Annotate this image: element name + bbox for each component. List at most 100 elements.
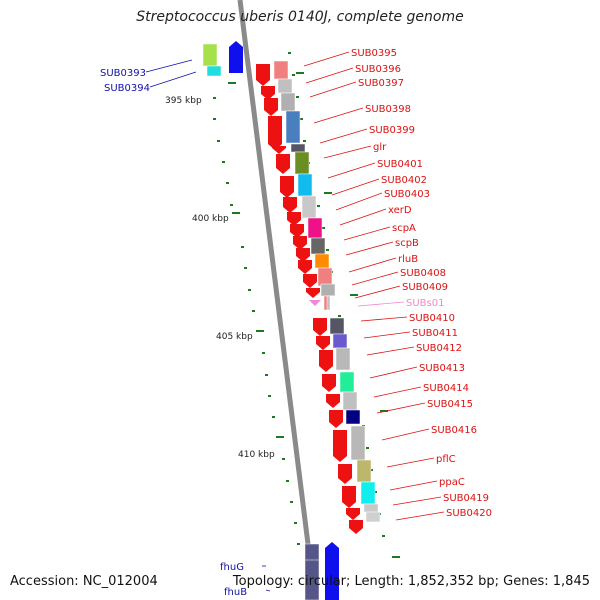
scale-dash-7 bbox=[380, 410, 388, 412]
gene-sub0396-cog-block bbox=[277, 78, 293, 94]
scale-dot-34 bbox=[366, 447, 369, 449]
gene-scpb-arrow bbox=[296, 248, 310, 262]
scale-dot-16 bbox=[290, 501, 293, 503]
gene-fhub-leader bbox=[265, 589, 271, 592]
gene-sub0394-arrow bbox=[229, 63, 243, 73]
scale-dot-21 bbox=[296, 96, 299, 98]
gene-sub0393-cog-block bbox=[202, 43, 218, 67]
scale-dot-14 bbox=[282, 458, 285, 460]
gene-sub0413-cog-block bbox=[339, 371, 355, 393]
gene-pflc-cog-block bbox=[356, 459, 372, 483]
gene-sub0398-leader bbox=[313, 107, 364, 124]
gene-sub0395-leader bbox=[303, 51, 350, 67]
gene-sub0415-label: SUB0415 bbox=[427, 399, 473, 410]
genome-backbone bbox=[237, 0, 318, 600]
gene-sub0397-cog-block bbox=[280, 92, 296, 112]
gene-sub0413-label: SUB0413 bbox=[419, 363, 465, 374]
gene-ppac-arrow bbox=[342, 486, 356, 508]
gene-sub0419-leader bbox=[392, 496, 442, 506]
scale-dot-5 bbox=[230, 204, 233, 206]
gene-fhub-arrow bbox=[325, 560, 339, 600]
scale-dot-20 bbox=[292, 74, 295, 76]
gene-rlub-cog-block bbox=[320, 283, 336, 297]
gene-sub0413-arrow bbox=[322, 374, 336, 392]
scale-dash-5 bbox=[324, 192, 332, 194]
scale-dot-1 bbox=[213, 118, 216, 120]
gene-subs01-arrow bbox=[309, 300, 321, 306]
gene-sub0393-leader bbox=[145, 59, 193, 73]
gene-sub0398-cog-block bbox=[285, 110, 301, 144]
gene-sub0394-leader bbox=[149, 71, 197, 88]
gene-sub0411-cog-block bbox=[332, 333, 348, 349]
gene-sub0395-arrow bbox=[256, 64, 270, 86]
map-title: Streptococcus uberis 0140J, complete gen… bbox=[136, 9, 464, 25]
scale-dash-0 bbox=[228, 82, 236, 84]
gene-sub0397-label: SUB0397 bbox=[358, 78, 404, 89]
scale-dot-15 bbox=[286, 480, 289, 482]
scale-dot-17 bbox=[294, 522, 297, 524]
scale-dash-4 bbox=[296, 72, 304, 74]
gene-pflc-label: pflC bbox=[436, 454, 456, 465]
scale-dash-6 bbox=[350, 294, 358, 296]
scale-label-0: 395 kbp bbox=[165, 96, 202, 106]
gene-ppac-label: ppaC bbox=[439, 477, 465, 488]
gene-fhub-cog-block bbox=[304, 559, 320, 600]
gene-sub0401-cog-block bbox=[297, 173, 313, 197]
gene-scpa-arrow bbox=[293, 236, 307, 250]
gene-rlub-arrow bbox=[298, 260, 312, 274]
scale-dot-8 bbox=[248, 289, 251, 291]
gene-sub0420-leader bbox=[395, 511, 445, 521]
gene-rlub-leader bbox=[348, 257, 397, 273]
scale-dot-29 bbox=[338, 315, 341, 317]
gene-sub0396-arrow bbox=[261, 86, 275, 100]
scale-dot-23 bbox=[303, 140, 306, 142]
scale-dot-6 bbox=[241, 246, 244, 248]
gene-subs01-leader bbox=[357, 301, 405, 307]
gene-sub0408-label: SUB0408 bbox=[400, 268, 446, 279]
gene-sub0393-label: SUB0393 bbox=[100, 68, 146, 79]
gene-sub0412-label: SUB0412 bbox=[416, 343, 462, 354]
gene-xerd-label: xerD bbox=[388, 205, 412, 216]
scale-dot-11 bbox=[265, 374, 268, 376]
scale-dot-3 bbox=[222, 161, 225, 163]
gene-pflc-leader bbox=[386, 457, 435, 468]
gene-sub0413-leader bbox=[369, 366, 418, 379]
gene-sub0394-cog-block bbox=[206, 65, 222, 77]
scale-dot-25 bbox=[317, 205, 320, 207]
gene-sub0420-label: SUB0420 bbox=[446, 508, 492, 519]
gene-sub0399-arrow bbox=[272, 146, 286, 154]
scale-dot-22 bbox=[300, 118, 303, 120]
gene-sub0411-label: SUB0411 bbox=[412, 328, 458, 339]
gene-sub0397-arrow bbox=[264, 98, 278, 116]
gene-glr-arrow bbox=[276, 154, 290, 174]
gene-sub0397-leader bbox=[309, 81, 357, 98]
gene-sub0415-leader bbox=[376, 402, 426, 414]
scale-dot-35 bbox=[370, 469, 373, 471]
gene-sub0403-cog-block bbox=[307, 217, 323, 239]
scale-dash-8 bbox=[392, 556, 400, 558]
scale-dot-18 bbox=[297, 543, 300, 545]
scale-dot-13 bbox=[272, 416, 275, 418]
gene-sub0408-arrow bbox=[303, 274, 317, 288]
gene-sub0402-cog-block bbox=[301, 195, 317, 219]
gene-pflc-arrow bbox=[338, 464, 352, 484]
gene-sub0416-arrow bbox=[333, 430, 347, 462]
gene-sub0415-arrow bbox=[329, 410, 343, 428]
gene-sub0395-label: SUB0395 bbox=[351, 48, 397, 59]
scale-dot-27 bbox=[326, 249, 329, 251]
gene-sub0402-leader bbox=[331, 178, 380, 196]
gene-sub0410-cog-block bbox=[329, 317, 345, 335]
scale-dash-3 bbox=[276, 436, 284, 438]
scale-dot-4 bbox=[226, 182, 229, 184]
gene-glr-cog-block bbox=[294, 151, 310, 175]
gene-glr-leader bbox=[323, 145, 372, 159]
scale-dot-2 bbox=[217, 140, 220, 142]
gene-ppac-leader bbox=[389, 480, 438, 491]
gene-sub0395-cog-block bbox=[273, 60, 289, 80]
gene-subs01-label: SUBs01 bbox=[406, 298, 444, 309]
scale-dot-38 bbox=[382, 535, 385, 537]
gene-sub0402-label: SUB0402 bbox=[381, 175, 427, 186]
gene-sub0414-arrow bbox=[326, 394, 340, 408]
gene-ppac-cog-block bbox=[360, 481, 376, 505]
